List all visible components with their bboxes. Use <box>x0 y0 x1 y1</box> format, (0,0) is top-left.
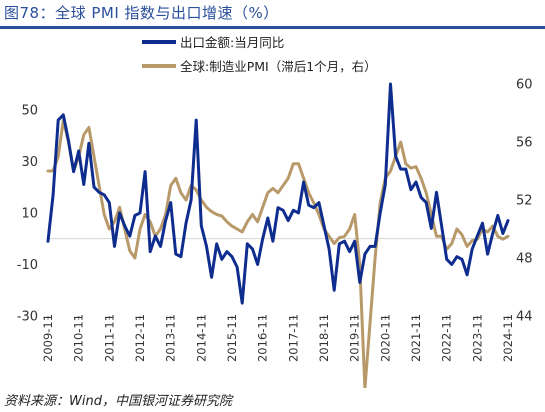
y-left-tick-label: -30 <box>17 310 38 325</box>
x-tick-label: 2009-11 <box>41 314 55 362</box>
y-right-tick-label: 52 <box>516 194 533 209</box>
x-tick-label: 2023-11 <box>470 314 484 362</box>
x-tick-label: 2010-11 <box>72 314 86 362</box>
y-left-tick-label: -10 <box>17 258 38 273</box>
axes-group: 50 30 10 -10 -30 60 56 52 48 44 2009-11 2010-11 2011… <box>17 78 533 363</box>
x-tick-label: 2020-11 <box>378 314 392 362</box>
x-tick-label: 2019-11 <box>348 314 362 362</box>
x-tick-label: 2014-11 <box>194 314 208 362</box>
y-left-tick-label: 50 <box>21 103 38 118</box>
dual-axis-line-chart: 50 30 10 -10 -30 60 56 52 48 44 2009-11 2010-11 2011… <box>17 35 533 388</box>
title-divider <box>0 26 545 29</box>
source-note: 资料来源：Wind，中国银河证券研究院 <box>4 394 232 409</box>
y-left-tick-label: 30 <box>21 155 38 170</box>
y-right-tick-label: 56 <box>516 136 533 151</box>
x-tick-label: 2013-11 <box>164 314 178 362</box>
x-tick-label: 2011-11 <box>102 314 116 362</box>
y-right-tick-label: 60 <box>516 78 533 93</box>
x-tick-label: 2018-11 <box>317 314 331 362</box>
x-tick-label: 2021-11 <box>409 314 423 362</box>
legend-label-export: 出口金额:当月同比 <box>180 35 284 50</box>
x-tick-label: 2017-11 <box>286 314 300 362</box>
x-tick-label: 2016-11 <box>256 314 270 362</box>
y-left-tick-label: 10 <box>21 206 38 221</box>
y-right-tick-label: 44 <box>516 310 533 325</box>
legend: 出口金额:当月同比 全球:制造业PMI（滞后1个月，右） <box>142 35 377 74</box>
y-right-tick-label: 48 <box>516 252 533 267</box>
x-tick-label: 2024-11 <box>501 314 515 362</box>
chart-title: 图78：全球 PMI 指数与出口增速（%） <box>4 4 279 22</box>
legend-label-pmi: 全球:制造业PMI（滞后1个月，右） <box>180 59 377 74</box>
x-tick-label: 2022-11 <box>440 314 454 362</box>
series-group <box>46 82 510 388</box>
x-tick-label: 2015-11 <box>225 314 239 362</box>
x-tick-label: 2012-11 <box>133 314 147 362</box>
export-growth-line <box>46 82 510 305</box>
